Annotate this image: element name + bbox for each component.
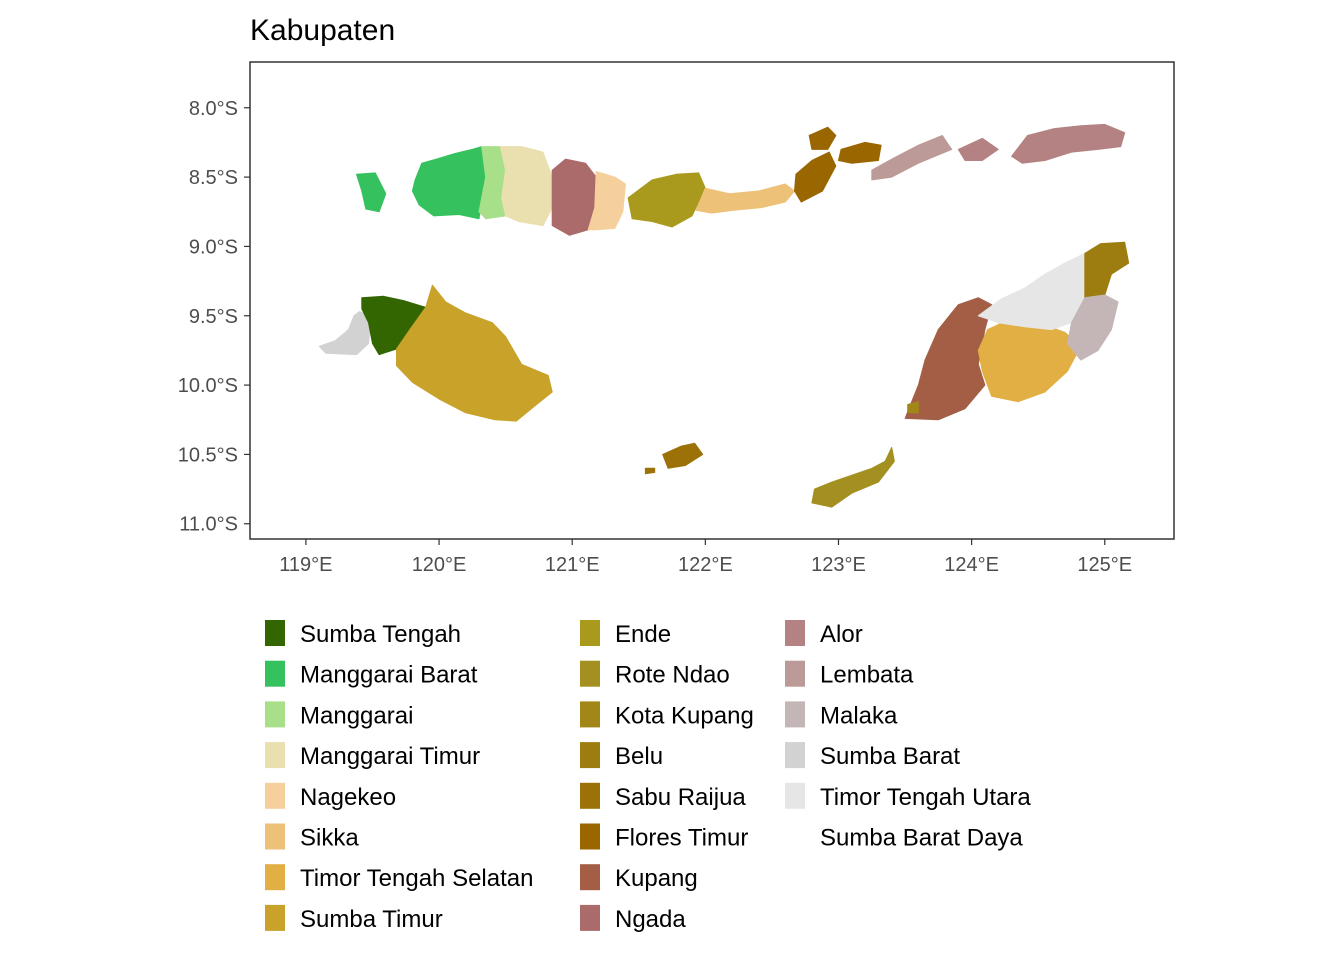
legend-key-ngada: [580, 904, 600, 931]
legend-label-flores-timur: Flores Timur: [615, 825, 748, 852]
region-manggarai-barat: [411, 146, 487, 220]
y-tick-label: 10.0°S: [178, 375, 238, 397]
legend-key-ende: [580, 620, 600, 646]
y-axis: 8.0°S 8.5°S 9.0°S 9.5°S 10.0°S 10.5°S 11.0°S: [178, 98, 250, 536]
region-lembata: [871, 135, 953, 181]
legend-key-sumba-timur: [265, 904, 285, 931]
region-rote-ndao: [811, 447, 895, 508]
legend-label-kota-kupang: Kota Kupang: [615, 702, 754, 729]
region-sabu-raijua-raijua: [644, 467, 656, 475]
y-tick-label: 8.0°S: [189, 98, 238, 120]
region-sumba-barat: [318, 311, 372, 356]
legend-key-kupang: [580, 864, 600, 891]
x-tick-label: 124°E: [944, 554, 999, 576]
region-sikka: [695, 183, 795, 214]
legend-label-lembata: Lembata: [820, 662, 914, 689]
region-ende: [627, 172, 706, 228]
legend-label-sumba-barat-daya: Sumba Barat Daya: [820, 825, 1023, 852]
y-tick-label: 10.5°S: [178, 444, 238, 466]
legend-label-manggarai-barat: Manggarai Barat: [300, 662, 478, 689]
region-belu: [1084, 241, 1130, 300]
legend-key-nagekeo: [265, 782, 285, 809]
x-tick-label: 123°E: [811, 554, 866, 576]
plot-panel: [249, 61, 1175, 540]
region-alor: [1011, 123, 1126, 164]
legend-key-kota-kupang: [580, 701, 600, 728]
legend-key-sumba-barat-daya: [785, 823, 805, 850]
legend-key-timor-tengah-utara: [785, 782, 805, 809]
legend-label-ngada: Ngada: [615, 906, 686, 933]
region-flores-timur-north: [808, 126, 837, 150]
x-tick-label: 125°E: [1077, 554, 1132, 576]
legend-label-rote-ndao: Rote Ndao: [615, 662, 730, 689]
region-flores-timur: [794, 151, 837, 203]
legend-key-sumba-barat: [785, 742, 805, 769]
x-tick-label: 120°E: [412, 554, 467, 576]
map-title: Kabupaten: [250, 14, 395, 47]
region-timor-tengah-utara: [977, 252, 1090, 331]
y-tick-label: 9.0°S: [189, 236, 238, 258]
legend-label-sumba-tengah: Sumba Tengah: [300, 621, 461, 648]
x-tick-label: 122°E: [678, 554, 733, 576]
legend-label-manggarai: Manggarai: [300, 702, 413, 729]
region-manggarai-barat-islands: [356, 172, 387, 213]
legend-label-alor: Alor: [820, 621, 863, 648]
x-tick-label: 121°E: [545, 554, 600, 576]
y-tick-label: 11.0°S: [179, 514, 238, 536]
legend-key-sumba-tengah: [265, 620, 285, 646]
region-manggarai-timur: [499, 146, 553, 227]
region-kota-kupang: [907, 401, 919, 414]
legend-key-lembata: [785, 660, 805, 687]
legend-key-malaka: [785, 701, 805, 728]
region-timor-tengah-selatan: [977, 318, 1082, 403]
legend-key-manggarai-timur: [265, 742, 285, 769]
legend-key-belu: [580, 742, 600, 769]
legend-key-manggarai: [265, 701, 285, 728]
legend-label-sumba-timur: Sumba Timur: [300, 906, 443, 933]
legend-label-timor-tengah-selatan: Timor Tengah Selatan: [300, 865, 533, 892]
y-tick-label: 9.5°S: [189, 306, 238, 328]
legend-label-kupang: Kupang: [615, 865, 698, 892]
region-nagekeo: [587, 171, 626, 231]
region-alor-pantar: [957, 137, 999, 161]
region-sumba-timur: [396, 284, 553, 422]
region-malaka: [1067, 294, 1119, 361]
legend-key-alor: [785, 620, 805, 646]
legend-label-timor-tengah-utara: Timor Tengah Utara: [820, 784, 1031, 811]
legend-key-sikka: [265, 823, 285, 850]
legend-key-timor-tengah-selatan: [265, 864, 285, 891]
legend-label-sikka: Sikka: [300, 825, 359, 852]
legend-key-flores-timur: [580, 823, 600, 850]
x-tick-label: 119°E: [279, 554, 332, 576]
region-flores-timur-adonara: [838, 141, 882, 164]
legend-label-ende: Ende: [615, 621, 671, 648]
region-sabu-raijua: [662, 442, 704, 469]
legend-label-manggarai-timur: Manggarai Timur: [300, 743, 480, 770]
legend-label-malaka: Malaka: [820, 702, 898, 729]
legend: Sumba Tengah Manggarai Barat Manggarai Mang…: [265, 620, 1031, 933]
legend-key-sabu-raijua: [580, 782, 600, 809]
legend-label-sabu-raijua: Sabu Raijua: [615, 784, 746, 811]
legend-key-manggarai-barat: [265, 660, 285, 687]
regions-layer: [318, 123, 1130, 508]
legend-label-nagekeo: Nagekeo: [300, 784, 396, 811]
legend-label-sumba-barat: Sumba Barat: [820, 743, 960, 770]
legend-label-belu: Belu: [615, 743, 663, 770]
x-axis: 119°E 120°E 121°E 122°E 123°E 124°E 125°E: [279, 539, 1132, 576]
y-tick-label: 8.5°S: [189, 167, 238, 189]
legend-key-rote-ndao: [580, 660, 600, 687]
